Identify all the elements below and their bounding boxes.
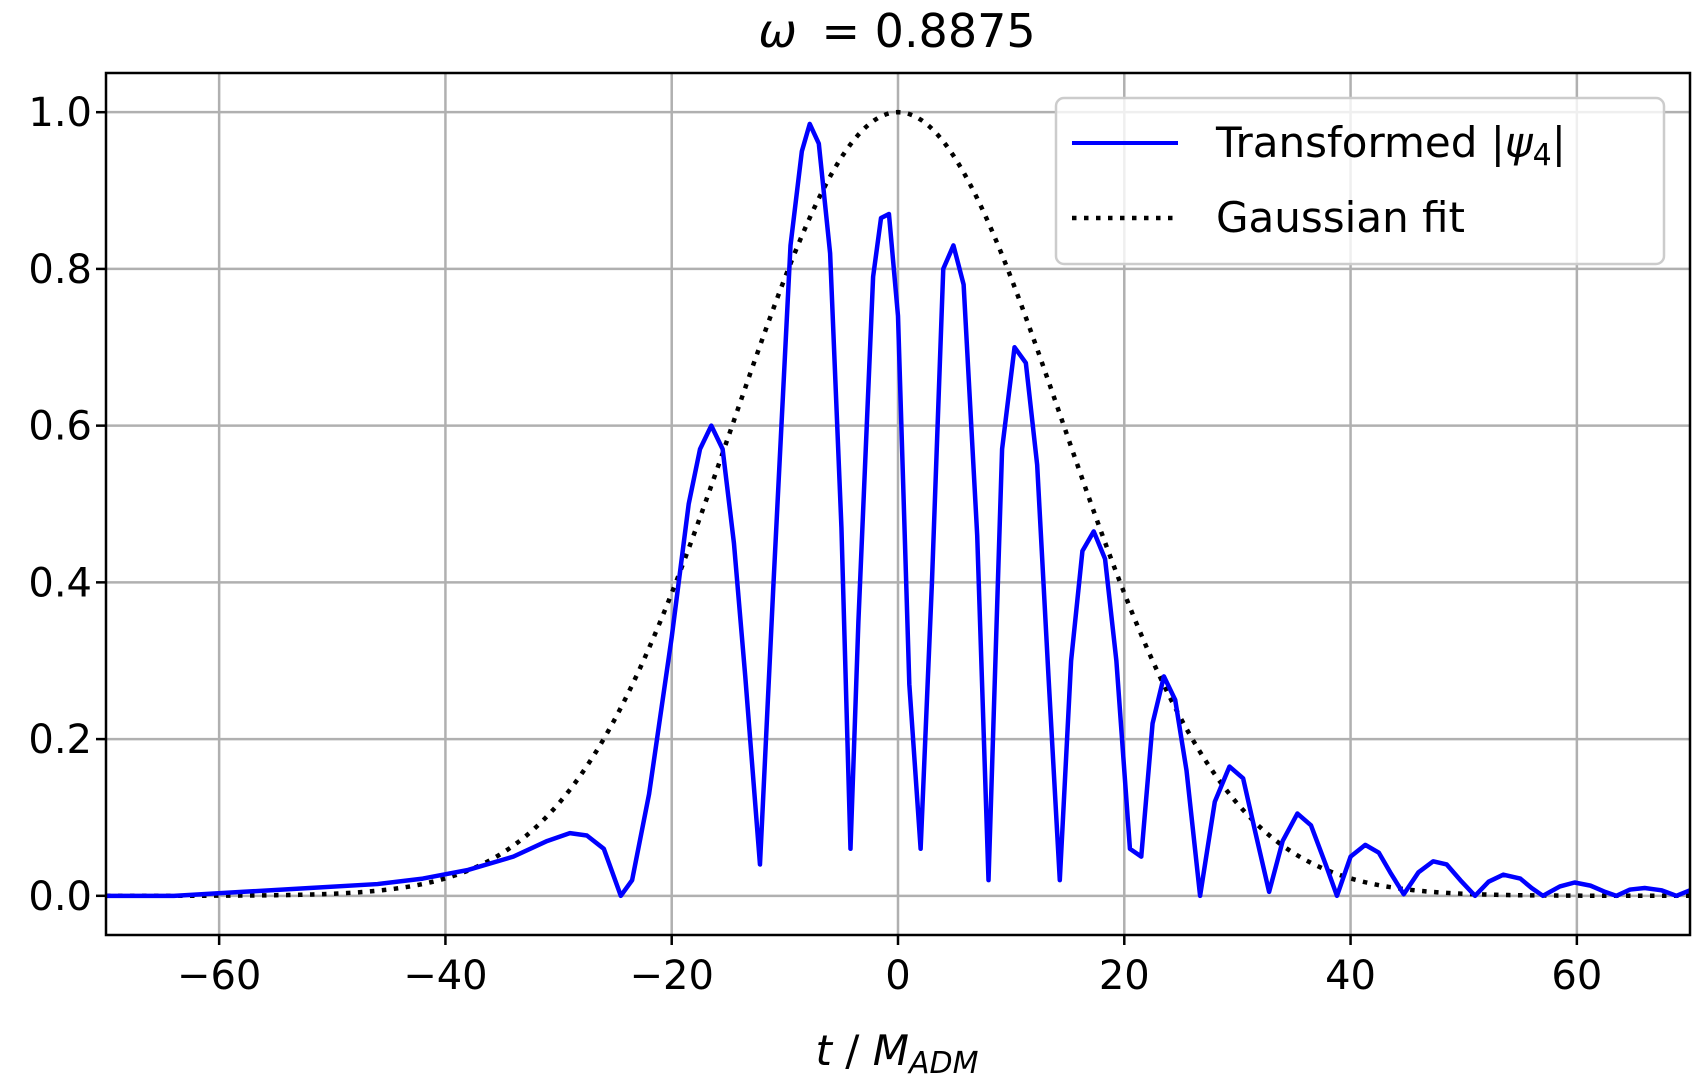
- x-tick-label: 0: [885, 953, 910, 999]
- x-axis-label: t / MADM: [815, 1026, 978, 1075]
- legend-label-transformed: Transformed |ψ4|: [1215, 118, 1566, 173]
- x-tick-label: 40: [1325, 953, 1376, 999]
- x-tick-label: −60: [177, 953, 261, 999]
- legend-label-gaussian: Gaussian fit: [1216, 193, 1465, 242]
- y-axis-ticks: 0.0 0.2 0.4 0.6 0.8 1.0: [28, 90, 106, 920]
- series-transformed-psi4-line: [106, 121, 1690, 899]
- plot-area: [106, 109, 1690, 899]
- x-tick-label: −40: [403, 953, 487, 999]
- y-tick-label: 0.4: [28, 560, 92, 606]
- x-axis-ticks: −60 −40 −20 0 20 40 60: [177, 935, 1602, 999]
- x-tick-label: 60: [1551, 953, 1602, 999]
- legend-box: [1054, 96, 1666, 266]
- y-tick-label: 1.0: [28, 90, 92, 136]
- y-tick-label: 0.6: [28, 404, 92, 450]
- x-tick-label: 20: [1099, 953, 1150, 999]
- title-value: 0.8875: [875, 4, 1036, 58]
- title-variable: ω: [758, 4, 797, 58]
- series-gaussian-fit-line: [106, 109, 1690, 899]
- y-tick-label: 0.0: [28, 874, 92, 920]
- x-tick-label: −20: [630, 953, 714, 999]
- chart-title: ω = 0.8875: [758, 4, 1035, 58]
- legend: Transformed |ψ4| Gaussian fit: [1054, 96, 1666, 266]
- y-tick-label: 0.8: [28, 247, 92, 293]
- y-tick-label: 0.2: [28, 717, 92, 763]
